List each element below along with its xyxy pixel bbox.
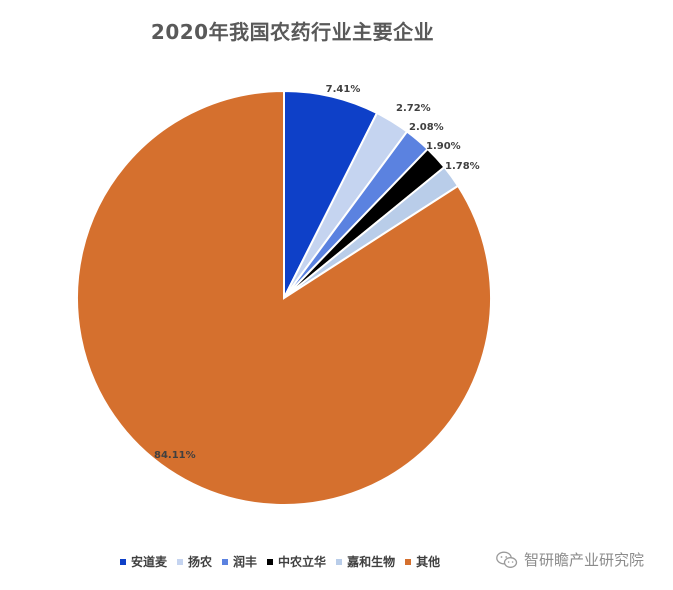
legend-swatch-2 — [222, 558, 229, 565]
legend-label-2: 润丰 — [233, 555, 258, 569]
pie-slice-5 — [76, 89, 492, 506]
wechat-icon — [496, 551, 518, 568]
legend-swatch-4 — [336, 558, 343, 565]
legend-label-1: 扬农 — [188, 555, 213, 569]
data-label-4: 1.78% — [445, 161, 480, 172]
legend-swatch-0 — [120, 558, 126, 565]
chart-title: 2020年我国农药行业主要企业 — [150, 20, 435, 44]
legend-swatch-3 — [267, 558, 274, 565]
legend-label-5: 其他 — [416, 555, 441, 569]
legend-swatch-5 — [405, 558, 412, 565]
data-label-0: 7.41% — [326, 84, 361, 95]
legend-item-3: 中农立华 — [267, 553, 326, 570]
legend-item-0: 安道麦 — [120, 553, 167, 570]
legend: 安道麦 扬农 润丰 中农立华 嘉和生物 其他 — [120, 553, 450, 570]
legend-label-0: 安道麦 — [131, 555, 168, 569]
data-label-2: 2.08% — [409, 122, 444, 133]
legend-label-3: 中农立华 — [278, 555, 327, 569]
legend-swatch-1 — [177, 558, 184, 565]
legend-item-2: 润丰 — [222, 553, 257, 570]
watermark: 智研瞻产业研究院 — [496, 549, 644, 570]
legend-item-4: 嘉和生物 — [336, 553, 395, 570]
legend-label-4: 嘉和生物 — [347, 555, 396, 569]
legend-item-5: 其他 — [405, 553, 440, 570]
data-label-5: 84.11% — [154, 450, 196, 461]
data-label-3: 1.90% — [426, 141, 461, 152]
watermark-text: 智研瞻产业研究院 — [524, 551, 645, 569]
data-label-1: 2.72% — [396, 103, 431, 114]
legend-item-1: 扬农 — [177, 553, 212, 570]
pie-slice-0 — [283, 89, 379, 299]
